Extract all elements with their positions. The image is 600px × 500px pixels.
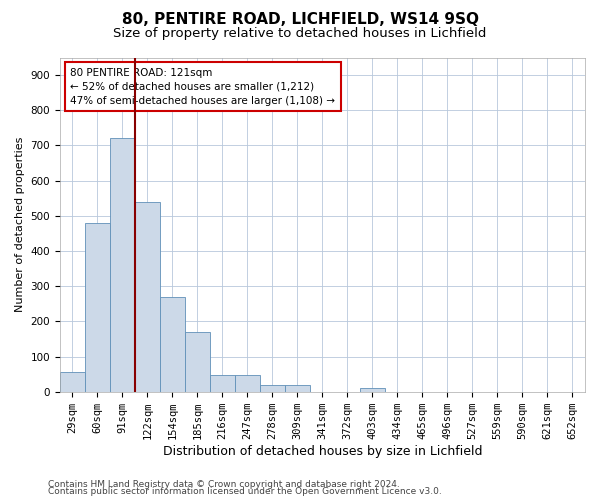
X-axis label: Distribution of detached houses by size in Lichfield: Distribution of detached houses by size …	[163, 444, 482, 458]
Text: Size of property relative to detached houses in Lichfield: Size of property relative to detached ho…	[113, 28, 487, 40]
Bar	[210, 375, 235, 392]
Bar	[260, 384, 285, 392]
Text: Contains public sector information licensed under the Open Government Licence v3: Contains public sector information licen…	[48, 488, 442, 496]
Bar	[360, 388, 385, 392]
Bar	[235, 375, 260, 392]
Bar	[85, 223, 110, 392]
Bar	[110, 138, 135, 392]
Bar	[285, 384, 310, 392]
Text: Contains HM Land Registry data © Crown copyright and database right 2024.: Contains HM Land Registry data © Crown c…	[48, 480, 400, 489]
Bar	[185, 332, 210, 392]
Text: 80, PENTIRE ROAD, LICHFIELD, WS14 9SQ: 80, PENTIRE ROAD, LICHFIELD, WS14 9SQ	[121, 12, 479, 28]
Text: 80 PENTIRE ROAD: 121sqm
← 52% of detached houses are smaller (1,212)
47% of semi: 80 PENTIRE ROAD: 121sqm ← 52% of detache…	[70, 68, 335, 106]
Bar	[135, 202, 160, 392]
Bar	[60, 372, 85, 392]
Y-axis label: Number of detached properties: Number of detached properties	[15, 137, 25, 312]
Bar	[160, 296, 185, 392]
